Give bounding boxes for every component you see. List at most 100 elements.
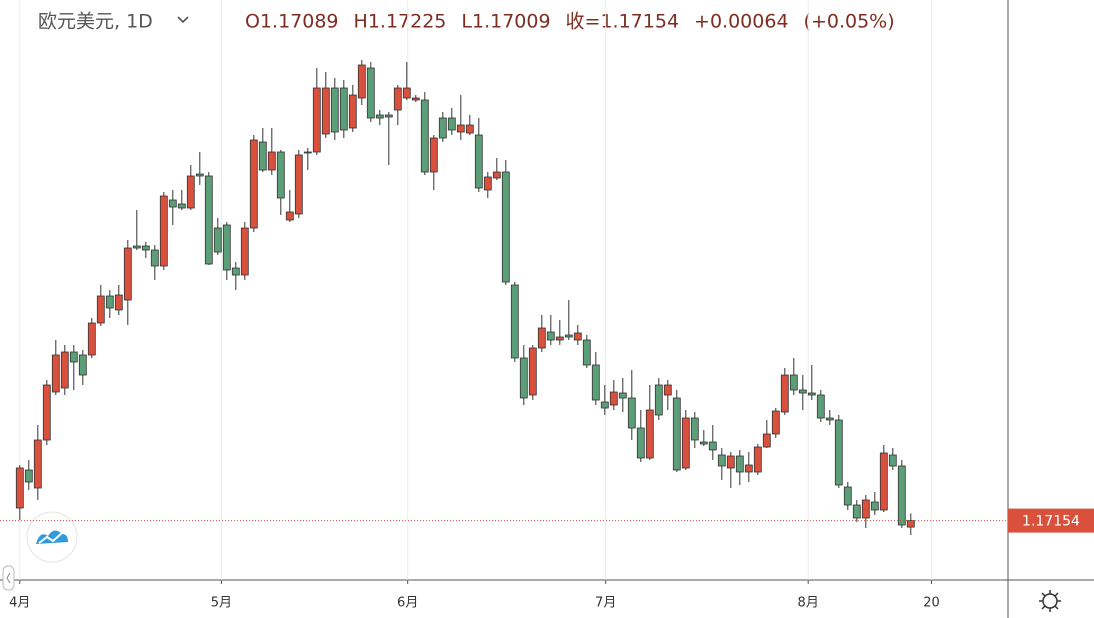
- candle: [645, 385, 654, 460]
- candle-body: [870, 501, 879, 511]
- candle: [186, 165, 195, 210]
- candle-body: [492, 171, 501, 179]
- candle-body: [537, 327, 546, 349]
- candle: [339, 80, 348, 138]
- candle-body: [474, 134, 483, 189]
- candle: [888, 448, 897, 470]
- candle: [24, 460, 33, 490]
- candle: [195, 152, 204, 185]
- candle-body: [789, 374, 798, 391]
- candle-body: [24, 469, 33, 483]
- candle: [15, 465, 24, 520]
- candle-body: [249, 139, 258, 229]
- candle-body: [465, 124, 474, 134]
- candle: [780, 368, 789, 415]
- candle-body: [402, 87, 411, 99]
- candle-body: [636, 427, 645, 459]
- candle-body: [546, 331, 555, 341]
- settings-button[interactable]: [1039, 590, 1061, 612]
- candle: [618, 378, 627, 412]
- candle: [852, 500, 861, 522]
- candle: [267, 128, 276, 175]
- candle-body: [438, 117, 447, 139]
- interval-dropdown[interactable]: [177, 16, 189, 24]
- candle: [591, 352, 600, 405]
- candle: [870, 492, 879, 515]
- candle-body: [420, 99, 429, 173]
- candle-body: [861, 499, 870, 519]
- candle-body: [321, 87, 330, 135]
- x-tick-label: 6月: [397, 596, 418, 611]
- gear-teeth: [1039, 590, 1061, 612]
- candle: [42, 380, 51, 445]
- candle: [276, 150, 285, 215]
- candle: [348, 85, 357, 132]
- candle: [258, 128, 267, 172]
- candle: [375, 110, 384, 125]
- candle-body: [825, 417, 834, 421]
- candle: [447, 108, 456, 135]
- candle-body: [78, 354, 87, 376]
- collapse-button[interactable]: [2, 565, 15, 591]
- logo-wave: [38, 532, 63, 544]
- ohlc-value: L1.17009: [461, 11, 550, 33]
- candle-body: [114, 294, 123, 311]
- candle: [456, 95, 465, 140]
- candle: [600, 385, 609, 415]
- candle-body: [735, 455, 744, 473]
- candle-body: [582, 339, 591, 366]
- candle: [762, 420, 771, 448]
- x-tick-label: 20: [923, 596, 940, 611]
- candle: [150, 245, 159, 280]
- candle-body: [348, 94, 357, 129]
- candle: [816, 390, 825, 422]
- candle: [465, 115, 474, 135]
- candle-body: [519, 357, 528, 399]
- candle: [33, 425, 42, 500]
- candle: [303, 148, 312, 170]
- candle-body: [843, 486, 852, 506]
- candle: [807, 365, 816, 400]
- candle: [582, 335, 591, 368]
- candle-body: [411, 97, 420, 101]
- candle-body: [159, 195, 168, 267]
- x-tick-label: 4月: [9, 596, 30, 611]
- candle-body: [771, 410, 780, 435]
- candle-body: [807, 392, 816, 396]
- candle-body: [60, 351, 69, 389]
- candle: [699, 430, 708, 446]
- ohlc-header: O1.17089 H1.17225 L1.17009 收=1.17154 +0.0006…: [245, 11, 895, 33]
- candle: [735, 450, 744, 485]
- candle-body: [339, 87, 348, 131]
- ohlc-value: +0.00064: [694, 11, 789, 33]
- candle: [843, 482, 852, 510]
- candle: [636, 410, 645, 462]
- x-tick-label: 7月: [595, 596, 616, 611]
- candle-body: [681, 417, 690, 469]
- candle: [60, 345, 69, 395]
- candle: [861, 495, 870, 528]
- candle-body: [897, 465, 906, 526]
- candle-body: [762, 433, 771, 448]
- candle: [726, 452, 735, 488]
- candle: [771, 408, 780, 438]
- candle: [366, 62, 375, 122]
- candle: [744, 452, 753, 482]
- logo[interactable]: [26, 511, 78, 563]
- candle-body: [357, 64, 366, 99]
- x-tick-label: 5月: [211, 596, 232, 611]
- candle-body: [393, 87, 402, 111]
- candle-body: [591, 364, 600, 401]
- candle-body: [726, 455, 735, 469]
- candle: [546, 315, 555, 345]
- candle-body: [168, 199, 177, 208]
- candle: [834, 415, 843, 488]
- candle-body: [267, 151, 276, 171]
- candle-body: [717, 454, 726, 467]
- candle-body: [195, 173, 204, 177]
- candle: [717, 448, 726, 480]
- candle: [789, 358, 798, 395]
- candle-body: [105, 295, 114, 309]
- candle-body: [510, 284, 519, 359]
